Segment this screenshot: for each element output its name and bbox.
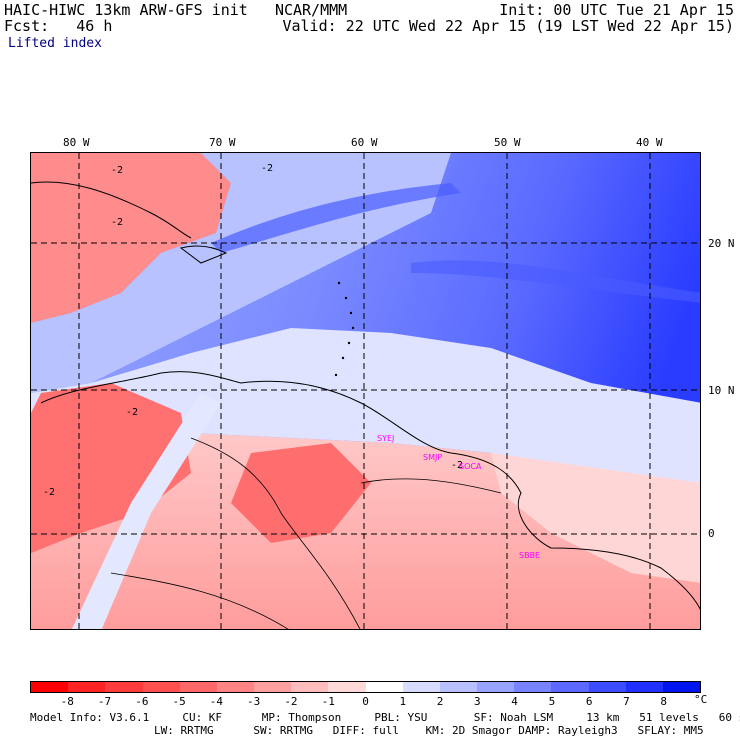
colorbar-segment — [142, 682, 180, 692]
colorbar-tick-label: -2 — [284, 695, 298, 708]
valid-time: Valid: 22 UTC Wed 22 Apr 15 (19 LST Wed … — [282, 17, 734, 35]
cuba-coast — [31, 181, 192, 239]
lat-label-10n: 10 N — [708, 384, 735, 397]
station-soca: SOCA — [459, 462, 482, 471]
streak-2 — [411, 260, 700, 303]
colorbar-segment — [625, 682, 663, 692]
lon-label-50w: 50 W — [494, 136, 521, 149]
colorbar-tick-label: -3 — [247, 695, 261, 708]
colorbar-segment — [179, 682, 217, 692]
colorbar-segment — [477, 682, 515, 692]
lesser-antilles — [334, 281, 355, 377]
lat-label-0: 0 — [708, 527, 715, 540]
lon-label-70w: 70 W — [209, 136, 236, 149]
colorbar-segment — [291, 682, 329, 692]
northwest-unstable-area — [31, 153, 231, 323]
colorbar-segment — [31, 682, 69, 692]
model-title: HAIC-HIWC 13km ARW-GFS init NCAR/MMM — [4, 1, 348, 19]
map-svg: -2 -2 -2 -2 -2 -2 SYEJ SMJP SOCA SBBE — [31, 153, 700, 629]
colorbar-tick-label: 3 — [474, 695, 481, 708]
border-1 — [190, 437, 361, 629]
colorbar-tick-label: 2 — [436, 695, 444, 708]
station-smjp: SMJP — [423, 453, 442, 462]
station-sbbe: SBBE — [519, 551, 540, 560]
colorbar — [30, 681, 701, 693]
colorbar-segment — [588, 682, 626, 692]
colorbar-tick-label: -6 — [135, 695, 149, 708]
graticule — [31, 153, 700, 629]
western-unstable-core — [31, 383, 191, 553]
colorbar-segment — [68, 682, 106, 692]
colorbar-segment — [402, 682, 440, 692]
streak-1 — [211, 183, 461, 253]
colorbar-tick-label: 4 — [511, 695, 518, 708]
border-2 — [360, 478, 502, 494]
colorbar-segment — [551, 682, 589, 692]
contour-label: -2 — [43, 487, 55, 498]
init-time: Init: 00 UTC Tue 21 Apr 15 — [499, 1, 734, 19]
colorbar-segment — [439, 682, 478, 692]
andes-streak — [71, 393, 221, 629]
model-info-line1: Model Info: V3.6.1 CU: KF MP: Thompson P… — [30, 711, 740, 724]
border-3 — [110, 572, 289, 629]
colorbar-tick-label: 8 — [660, 695, 668, 708]
contour-label: -2 — [451, 460, 463, 471]
colorbar-segment — [365, 682, 403, 692]
colorbar-unit: °C — [694, 693, 708, 706]
field-name: Lifted index — [8, 36, 102, 51]
model-info-line2: LW: RRTMG SW: RRTMG DIFF: full KM: 2D Sm… — [154, 724, 704, 737]
forecast-hour: Fcst: 46 h — [4, 17, 113, 35]
contour-label: -2 — [126, 407, 138, 418]
colorbar-tick-label: -4 — [209, 695, 223, 708]
colorbar-tick-label: -1 — [321, 695, 335, 708]
colorbar-tick-label: 0 — [362, 695, 369, 708]
coastline — [40, 371, 700, 610]
lat-label-20n: 20 N — [708, 237, 735, 250]
lon-label-40w: 40 W — [636, 136, 663, 149]
contour-label: -2 — [111, 217, 123, 228]
hispaniola-coast — [179, 245, 228, 264]
lon-label-60w: 60 W — [351, 136, 378, 149]
colorbar-tick-label: -8 — [60, 695, 74, 708]
colorbar-tick-label: 5 — [548, 695, 556, 708]
lon-label-80w: 80 W — [63, 136, 90, 149]
colorbar-tick-label: -7 — [97, 695, 112, 708]
eastern-pale-area — [491, 453, 700, 583]
colorbar-tick-label: -5 — [172, 695, 186, 708]
colorbar-tick-label: 1 — [399, 695, 407, 708]
station-syej: SYEJ — [377, 434, 394, 443]
colorbar-segment — [254, 682, 292, 692]
contour-label: -2 — [261, 163, 273, 174]
colorbar-segment — [662, 682, 701, 692]
colorbar-segment — [328, 682, 366, 692]
colorbar-tick-label: 6 — [585, 695, 593, 708]
contour-label: -2 — [111, 165, 123, 176]
lifted-index-map: -2 -2 -2 -2 -2 -2 SYEJ SMJP SOCA SBBE — [30, 152, 701, 630]
interior-unstable-core — [231, 443, 371, 543]
colorbar-tick-label: 7 — [623, 695, 630, 708]
colorbar-segment — [105, 682, 143, 692]
colorbar-segment — [216, 682, 255, 692]
colorbar-segment — [514, 682, 552, 692]
